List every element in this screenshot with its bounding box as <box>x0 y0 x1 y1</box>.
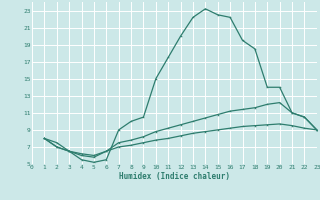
X-axis label: Humidex (Indice chaleur): Humidex (Indice chaleur) <box>119 172 230 181</box>
